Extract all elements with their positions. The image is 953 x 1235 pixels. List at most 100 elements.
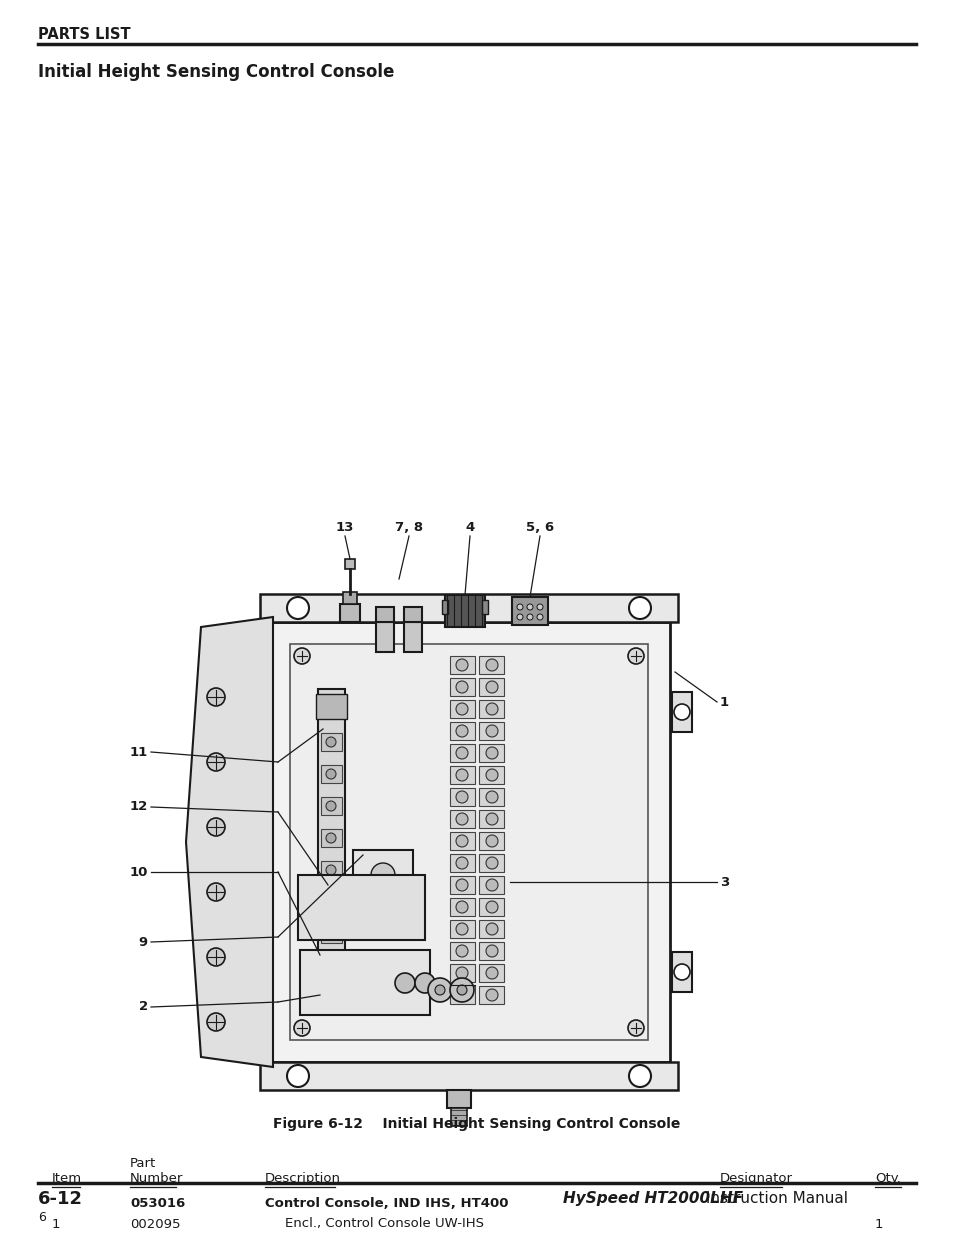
FancyBboxPatch shape <box>317 689 345 995</box>
FancyBboxPatch shape <box>451 1108 467 1126</box>
Circle shape <box>456 813 468 825</box>
Circle shape <box>207 753 225 771</box>
FancyBboxPatch shape <box>450 898 475 916</box>
Circle shape <box>485 835 497 847</box>
Circle shape <box>526 604 533 610</box>
Circle shape <box>456 835 468 847</box>
FancyBboxPatch shape <box>450 722 475 740</box>
FancyBboxPatch shape <box>478 766 503 784</box>
FancyBboxPatch shape <box>450 743 475 762</box>
FancyBboxPatch shape <box>315 694 347 719</box>
FancyBboxPatch shape <box>444 595 484 627</box>
Circle shape <box>326 929 335 939</box>
Text: 11: 11 <box>130 746 148 758</box>
Circle shape <box>485 989 497 1002</box>
FancyBboxPatch shape <box>450 678 475 697</box>
FancyBboxPatch shape <box>450 942 475 960</box>
Text: 4: 4 <box>465 521 475 534</box>
Text: PARTS LIST: PARTS LIST <box>38 27 131 42</box>
FancyBboxPatch shape <box>478 678 503 697</box>
FancyBboxPatch shape <box>353 850 413 900</box>
Text: Designator: Designator <box>720 1172 792 1186</box>
Circle shape <box>371 863 395 887</box>
Circle shape <box>485 725 497 737</box>
FancyBboxPatch shape <box>403 622 421 652</box>
Circle shape <box>456 923 468 935</box>
FancyBboxPatch shape <box>339 604 359 622</box>
FancyBboxPatch shape <box>320 764 341 783</box>
Circle shape <box>537 614 542 620</box>
Text: Item: Item <box>52 1172 82 1186</box>
Text: Description: Description <box>265 1172 340 1186</box>
Circle shape <box>456 703 468 715</box>
Text: Initial Height Sensing Control Console: Initial Height Sensing Control Console <box>38 63 394 82</box>
Text: Encl., Control Console UW-IHS: Encl., Control Console UW-IHS <box>285 1218 483 1230</box>
Text: 6-12: 6-12 <box>38 1191 83 1208</box>
Circle shape <box>456 857 468 869</box>
Circle shape <box>435 986 444 995</box>
FancyBboxPatch shape <box>345 559 355 569</box>
Text: 6: 6 <box>38 1212 46 1224</box>
FancyBboxPatch shape <box>320 925 341 944</box>
Circle shape <box>456 790 468 803</box>
FancyBboxPatch shape <box>481 600 488 614</box>
FancyBboxPatch shape <box>450 965 475 982</box>
Circle shape <box>628 1065 650 1087</box>
FancyBboxPatch shape <box>441 600 448 614</box>
Circle shape <box>485 945 497 957</box>
Circle shape <box>456 879 468 890</box>
Circle shape <box>207 818 225 836</box>
Circle shape <box>456 967 468 979</box>
Text: 1: 1 <box>52 1218 60 1230</box>
Circle shape <box>485 747 497 760</box>
Circle shape <box>326 802 335 811</box>
Circle shape <box>485 813 497 825</box>
Text: 1: 1 <box>874 1218 882 1230</box>
FancyBboxPatch shape <box>478 898 503 916</box>
FancyBboxPatch shape <box>478 876 503 894</box>
Text: HySpeed HT2000LHF: HySpeed HT2000LHF <box>562 1191 742 1207</box>
FancyBboxPatch shape <box>671 692 691 732</box>
Circle shape <box>485 659 497 671</box>
Text: Qty.: Qty. <box>874 1172 900 1186</box>
Circle shape <box>485 967 497 979</box>
Circle shape <box>456 769 468 781</box>
Circle shape <box>207 688 225 706</box>
FancyBboxPatch shape <box>320 797 341 815</box>
FancyBboxPatch shape <box>299 950 430 1015</box>
FancyBboxPatch shape <box>375 622 394 652</box>
FancyBboxPatch shape <box>478 810 503 827</box>
Circle shape <box>326 864 335 876</box>
Circle shape <box>456 659 468 671</box>
Text: 10: 10 <box>130 866 148 878</box>
Circle shape <box>428 978 452 1002</box>
FancyBboxPatch shape <box>478 853 503 872</box>
Text: Instruction Manual: Instruction Manual <box>700 1191 847 1207</box>
Circle shape <box>395 973 415 993</box>
FancyBboxPatch shape <box>403 606 421 622</box>
FancyBboxPatch shape <box>478 965 503 982</box>
FancyBboxPatch shape <box>297 876 424 940</box>
Circle shape <box>326 832 335 844</box>
Text: Part: Part <box>130 1157 156 1170</box>
FancyBboxPatch shape <box>450 656 475 674</box>
FancyBboxPatch shape <box>447 1091 471 1108</box>
Text: Control Console, IND IHS, HT400: Control Console, IND IHS, HT400 <box>265 1197 508 1210</box>
Circle shape <box>627 1020 643 1036</box>
Circle shape <box>517 614 522 620</box>
Circle shape <box>450 978 474 1002</box>
FancyBboxPatch shape <box>375 606 394 622</box>
Circle shape <box>517 604 522 610</box>
Circle shape <box>485 769 497 781</box>
Circle shape <box>526 614 533 620</box>
Text: 053016: 053016 <box>130 1197 185 1210</box>
Text: 13: 13 <box>335 521 354 534</box>
Circle shape <box>627 648 643 664</box>
FancyBboxPatch shape <box>260 594 678 622</box>
FancyBboxPatch shape <box>671 952 691 992</box>
FancyBboxPatch shape <box>450 920 475 939</box>
Circle shape <box>207 1013 225 1031</box>
Circle shape <box>326 737 335 747</box>
Text: 7, 8: 7, 8 <box>395 521 422 534</box>
Circle shape <box>456 945 468 957</box>
